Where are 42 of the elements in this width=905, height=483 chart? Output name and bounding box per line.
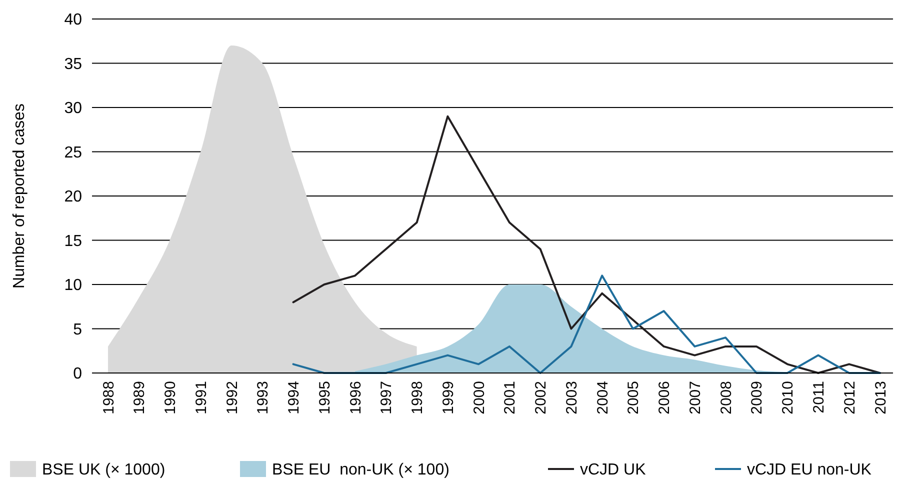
y-axis-title: Number of reported cases bbox=[11, 104, 28, 288]
x-tick-label: 2009 bbox=[748, 381, 766, 414]
x-tick-label: 2006 bbox=[656, 381, 674, 414]
y-tick-label: 5 bbox=[73, 321, 82, 338]
x-tick-label: 1996 bbox=[347, 381, 364, 414]
x-tick-label: 2003 bbox=[563, 381, 580, 414]
x-tick-label: 2005 bbox=[625, 381, 642, 414]
legend-label: BSE UK (× 1000) bbox=[42, 462, 166, 479]
x-tick-label: 2002 bbox=[532, 381, 550, 414]
x-tick-label: 2004 bbox=[594, 381, 612, 414]
y-tick-label: 25 bbox=[64, 144, 82, 162]
x-tick-label: 1994 bbox=[286, 381, 303, 414]
x-tick-label: 1992 bbox=[224, 381, 241, 414]
legend-label: vCJD UK bbox=[580, 462, 646, 479]
x-tick-label: 1988 bbox=[100, 381, 118, 414]
legend-label: vCJD EU non-UK bbox=[747, 462, 872, 479]
legend-label: BSE EU non-UK (× 100) bbox=[272, 462, 450, 479]
y-tick-label: 15 bbox=[64, 232, 82, 250]
y-tick-label: 30 bbox=[64, 100, 82, 118]
x-tick-label: 1998 bbox=[409, 381, 426, 414]
x-tick-label: 1995 bbox=[316, 381, 334, 414]
x-tick-label: 1997 bbox=[378, 381, 396, 414]
line-series bbox=[292, 115, 881, 374]
y-tick-label: 0 bbox=[73, 366, 82, 383]
x-tick-label: 2007 bbox=[686, 381, 704, 414]
x-tick-label: 2008 bbox=[718, 381, 735, 414]
x-tick-label: 2001 bbox=[502, 381, 519, 414]
y-tick-label: 10 bbox=[64, 277, 82, 294]
x-tick-label: 1991 bbox=[192, 381, 210, 414]
x-tick-label: 1993 bbox=[254, 381, 272, 414]
x-tick-label: 2000 bbox=[470, 381, 488, 414]
line-series bbox=[292, 274, 881, 374]
y-tick-label: 35 bbox=[64, 56, 82, 73]
x-tick-label: 1989 bbox=[131, 381, 148, 414]
x-tick-label: 1999 bbox=[440, 381, 457, 414]
x-tick-label: 2012 bbox=[841, 381, 858, 414]
y-tick-label: 40 bbox=[64, 12, 82, 29]
x-tick-label: 2010 bbox=[780, 381, 797, 414]
x-tick-label: 1990 bbox=[162, 381, 180, 414]
x-tick-label: 2013 bbox=[872, 381, 890, 414]
y-tick-label: 20 bbox=[64, 188, 82, 206]
x-tick-label: 2011 bbox=[810, 381, 828, 414]
